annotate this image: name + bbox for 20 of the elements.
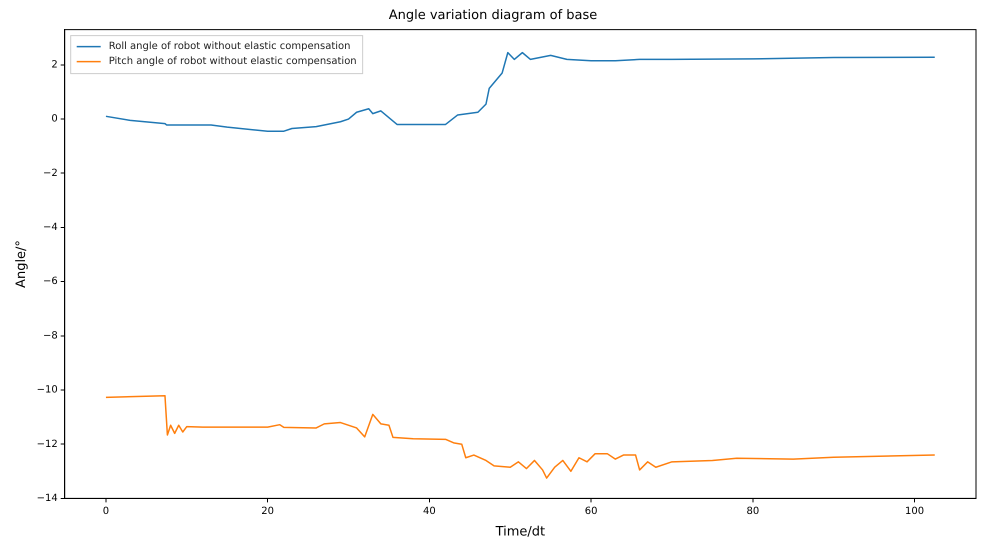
- y-tick-label: −12: [36, 438, 58, 450]
- y-axis-title: Angle/°: [14, 240, 30, 288]
- y-tick-label: −6: [42, 276, 58, 288]
- x-tick-label: 100: [905, 506, 924, 517]
- x-tick-label: 20: [261, 506, 274, 517]
- legend-label: Pitch angle of robot without elastic compensation: [108, 56, 357, 68]
- y-tick-label: −4: [42, 222, 58, 234]
- x-tick-label: 0: [102, 506, 110, 517]
- x-tick-label: 60: [584, 506, 598, 517]
- y-tick-label: −8: [42, 330, 58, 342]
- y-tick-label: 2: [51, 59, 58, 70]
- x-tick-label: 40: [423, 506, 436, 517]
- y-tick-label: 0: [51, 114, 58, 125]
- y-tick-label: −14: [36, 492, 58, 504]
- x-tick-label: 80: [746, 506, 760, 517]
- y-tick-label: −2: [42, 168, 58, 179]
- chart-title: Angle variation diagram of base: [388, 8, 598, 24]
- x-axis-title: Time/dt: [494, 524, 546, 540]
- y-tick-label: −10: [36, 384, 58, 396]
- legend-label: Roll angle of robot without elastic compensation: [108, 41, 350, 52]
